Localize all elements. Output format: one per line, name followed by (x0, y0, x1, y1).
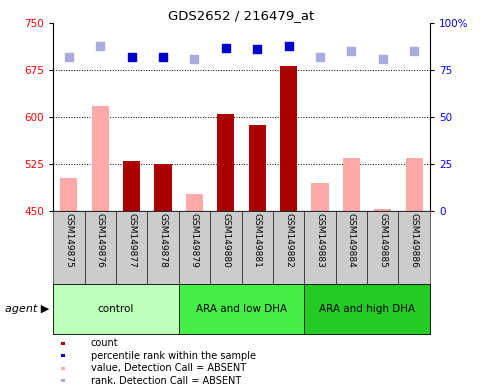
Bar (53, 211, 85, 284)
Text: GSM149883: GSM149883 (315, 214, 325, 268)
Bar (60, 178, 77, 211)
Bar (242, 211, 273, 284)
Text: GSM149880: GSM149880 (221, 214, 230, 268)
Bar (406, 158, 423, 211)
Text: percentile rank within the sample: percentile rank within the sample (91, 351, 256, 361)
Point (97, 43, 104, 49)
Title: GDS2652 / 216479_at: GDS2652 / 216479_at (169, 9, 314, 22)
Bar (61, 366, 65, 369)
Bar (92, 106, 109, 211)
Text: ARA and high DHA: ARA and high DHA (319, 304, 415, 314)
Point (285, 43, 293, 49)
Bar (61, 379, 65, 382)
Text: GSM149881: GSM149881 (253, 214, 262, 268)
Bar (61, 342, 65, 344)
Point (411, 48, 418, 55)
Bar (343, 158, 360, 211)
Point (253, 46, 261, 53)
Text: GSM149876: GSM149876 (96, 214, 105, 268)
Bar (147, 211, 179, 284)
Bar (53, 284, 179, 334)
Bar (179, 284, 304, 334)
Bar (280, 66, 297, 211)
Point (379, 56, 387, 62)
Bar (210, 211, 242, 284)
Bar (186, 194, 203, 211)
Point (348, 48, 355, 55)
Text: GSM149875: GSM149875 (64, 214, 73, 268)
Bar (179, 211, 210, 284)
Bar (123, 161, 140, 211)
Bar (304, 211, 336, 284)
Bar (398, 211, 430, 284)
Text: GSM149882: GSM149882 (284, 214, 293, 268)
Text: agent ▶: agent ▶ (5, 304, 49, 314)
Text: control: control (98, 304, 134, 314)
Bar (367, 211, 398, 284)
Text: GSM149878: GSM149878 (158, 214, 168, 268)
Text: count: count (91, 338, 118, 348)
Point (316, 54, 324, 60)
Text: ARA and low DHA: ARA and low DHA (196, 304, 287, 314)
Point (159, 54, 167, 60)
Bar (374, 209, 391, 211)
Text: GSM149879: GSM149879 (190, 214, 199, 268)
Bar (304, 284, 430, 334)
Text: rank, Detection Call = ABSENT: rank, Detection Call = ABSENT (91, 376, 241, 384)
Text: GSM149885: GSM149885 (378, 214, 387, 268)
Text: value, Detection Call = ABSENT: value, Detection Call = ABSENT (91, 363, 246, 373)
Text: GSM149886: GSM149886 (410, 214, 419, 268)
Bar (61, 354, 65, 357)
Text: GSM149884: GSM149884 (347, 214, 356, 268)
Point (222, 45, 230, 51)
Bar (312, 183, 328, 211)
Bar (273, 211, 304, 284)
Bar (155, 164, 171, 211)
Point (191, 56, 199, 62)
Point (65, 54, 73, 60)
Bar (85, 211, 116, 284)
Bar (249, 125, 266, 211)
Point (128, 54, 135, 60)
Bar (217, 114, 234, 211)
Text: GSM149877: GSM149877 (127, 214, 136, 268)
Bar (336, 211, 367, 284)
Bar (116, 211, 147, 284)
